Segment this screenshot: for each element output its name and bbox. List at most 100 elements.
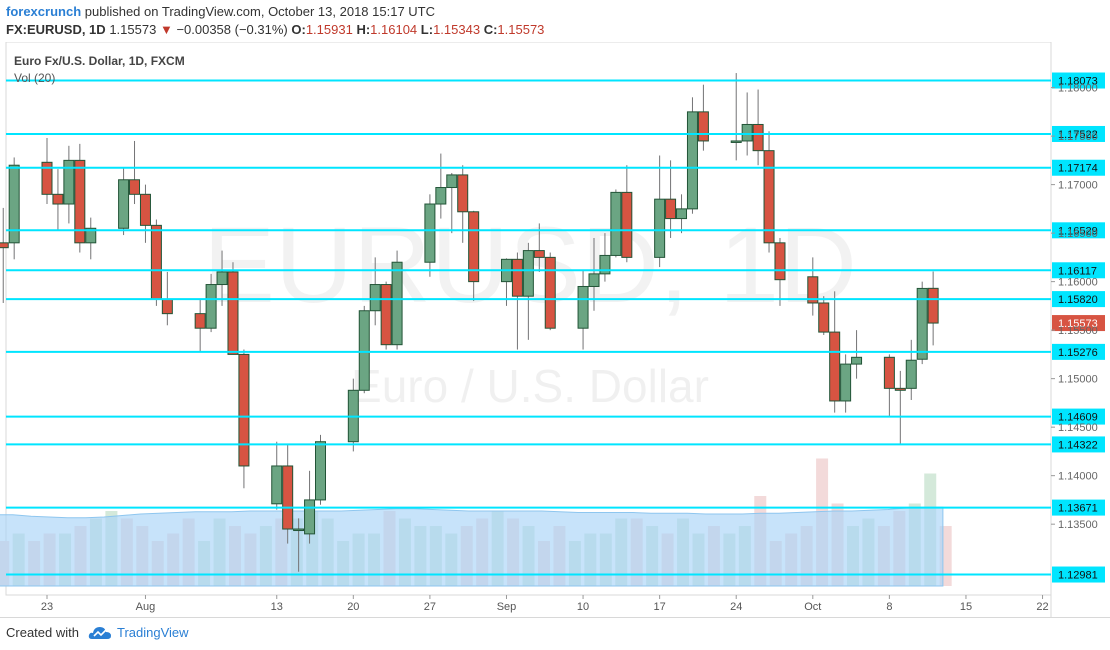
candle-body (227, 271, 239, 355)
candle-body (271, 465, 283, 505)
candle-body (85, 227, 97, 244)
candle (150, 219, 162, 306)
x-tick-label: Oct (804, 601, 821, 613)
down-arrow-icon: ▼ (159, 22, 173, 37)
candle-body (883, 356, 895, 389)
y-tick-label: 1.18000 (1058, 83, 1098, 95)
y-tick-label: 1.15000 (1058, 374, 1098, 386)
horizontal-levels: 1.18073 1.17522 1.17174 1.16529 1.16117 1.158… (6, 72, 1105, 583)
candle (424, 194, 436, 277)
candle-body (676, 208, 688, 220)
candle-body (829, 331, 841, 402)
candle (205, 273, 217, 333)
candle-body (763, 150, 775, 244)
candle-body (818, 302, 830, 333)
legend-title: Euro Fx/U.S. Dollar, 1D, FXCM (14, 54, 185, 68)
candle-body (63, 159, 75, 205)
candle-body (577, 285, 589, 329)
candle (654, 155, 666, 268)
candle-body (150, 224, 162, 300)
candle-body (391, 261, 403, 346)
open-label: O: (291, 22, 306, 37)
level-label-box (1052, 436, 1105, 453)
candle-body (358, 310, 370, 391)
x-tick-label: 20 (347, 601, 359, 613)
y-tick-label: 1.16500 (1058, 228, 1098, 240)
candle-body (293, 528, 305, 532)
candle (129, 140, 141, 205)
y-tick-label: 1.13500 (1058, 519, 1098, 531)
candle-body (369, 284, 381, 312)
level-label: 1.18073 (1058, 76, 1098, 88)
candle-body (686, 111, 698, 210)
candle (139, 184, 151, 243)
candle (927, 271, 939, 346)
y-tick-label: 1.15500 (1058, 325, 1098, 337)
close-value: 1.15573 (497, 22, 545, 37)
candle-body (468, 211, 480, 283)
x-tick-label: 23 (41, 601, 53, 613)
candle-body (194, 313, 206, 329)
low-value: 1.15343 (433, 22, 481, 37)
level-label: 1.17174 (1058, 163, 1098, 175)
candle (315, 434, 326, 505)
candle (369, 257, 381, 326)
candle (752, 89, 764, 166)
candle (0, 207, 9, 303)
candle (610, 189, 622, 258)
candle (916, 281, 928, 365)
candle-body (74, 159, 86, 244)
candles (0, 73, 939, 572)
candle (544, 252, 556, 331)
candle-body (588, 273, 600, 287)
candle (194, 299, 206, 352)
candlestick-chart[interactable]: EURUSD, 1D Euro / U.S. Dollar 1.180731.1… (0, 42, 1110, 617)
axes: 1.13500 1.14000 1.14500 1.15000 1.15500 1.160… (6, 83, 1098, 613)
level-label-box (1052, 343, 1105, 360)
level-label-box (1052, 499, 1105, 516)
level-label-box (1052, 262, 1105, 279)
candle (883, 354, 895, 418)
tradingview-link[interactable]: TradingView (117, 625, 189, 640)
candle-body (894, 387, 906, 391)
candle (271, 441, 283, 510)
candle-body (446, 174, 458, 189)
candle (41, 138, 53, 205)
candle-body (927, 287, 939, 324)
candle-body (8, 164, 20, 244)
x-tick-label: 27 (424, 601, 436, 613)
candle-body (238, 353, 250, 467)
publisher-name[interactable]: forexcrunch (6, 4, 82, 19)
y-tick-label: 1.17500 (1058, 131, 1098, 143)
candle (851, 330, 863, 379)
candle (533, 223, 545, 272)
candle-body (435, 187, 447, 205)
candle (730, 73, 742, 161)
candle (216, 250, 228, 306)
symbol-label: FX:EURUSD, 1D (6, 22, 106, 37)
y-tick-label: 1.16000 (1058, 277, 1098, 289)
level-label-box (1052, 408, 1105, 425)
candle (676, 194, 688, 234)
candle-body (315, 441, 326, 501)
candle (697, 84, 709, 151)
candle-body (139, 193, 151, 226)
x-tick-label: 22 (1036, 601, 1048, 613)
y-tick-label: 1.17000 (1058, 180, 1098, 192)
y-tick-label: 1.14000 (1058, 471, 1098, 483)
x-tick-label: Sep (497, 601, 517, 613)
level-label-box (1052, 566, 1105, 583)
volume-moving-average (0, 506, 944, 587)
candle-body (380, 284, 392, 346)
candle (763, 131, 775, 253)
candle (118, 167, 130, 236)
level-label: 1.16117 (1058, 265, 1097, 277)
level-label: 1.16529 (1058, 225, 1098, 237)
candle-body (129, 179, 141, 195)
candle (8, 157, 20, 260)
candle-body (851, 356, 863, 365)
low-label: L: (420, 22, 434, 37)
candle-body (807, 276, 819, 304)
level-label-box (1052, 222, 1105, 239)
candle-body (118, 179, 130, 229)
